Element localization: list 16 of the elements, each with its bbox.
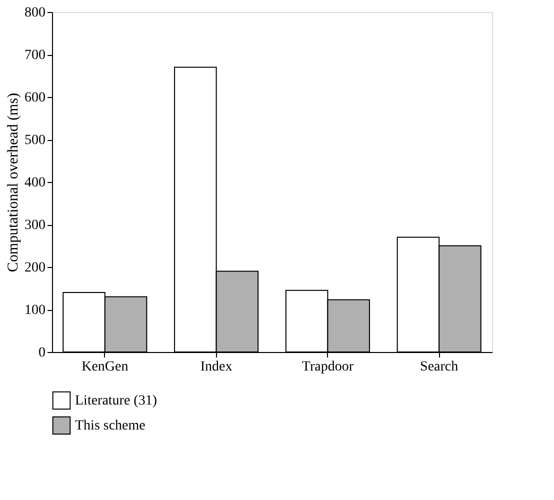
y-axis-title: Computational overhead (ms)	[6, 92, 22, 272]
x-tick-label: KenGen	[82, 360, 128, 374]
y-tick-label: 0	[38, 346, 46, 360]
y-tick-label: 400	[24, 176, 46, 190]
x-tick-label: Index	[200, 360, 232, 374]
y-tick-label: 100	[24, 303, 46, 318]
legend-label: Literature (31)	[75, 394, 158, 408]
legend-label: This scheme	[75, 418, 146, 434]
x-tick-label: Trapdoor	[302, 360, 354, 374]
y-tick-label: 300	[24, 218, 46, 233]
y-tick-label: 200	[24, 260, 46, 276]
y-tick-label: 600	[24, 90, 46, 106]
y-tick-label: 500	[24, 133, 46, 148]
y-tick-label: 800	[24, 6, 46, 20]
x-tick-label: Search	[420, 360, 458, 374]
y-tick-label: 700	[24, 48, 46, 63]
